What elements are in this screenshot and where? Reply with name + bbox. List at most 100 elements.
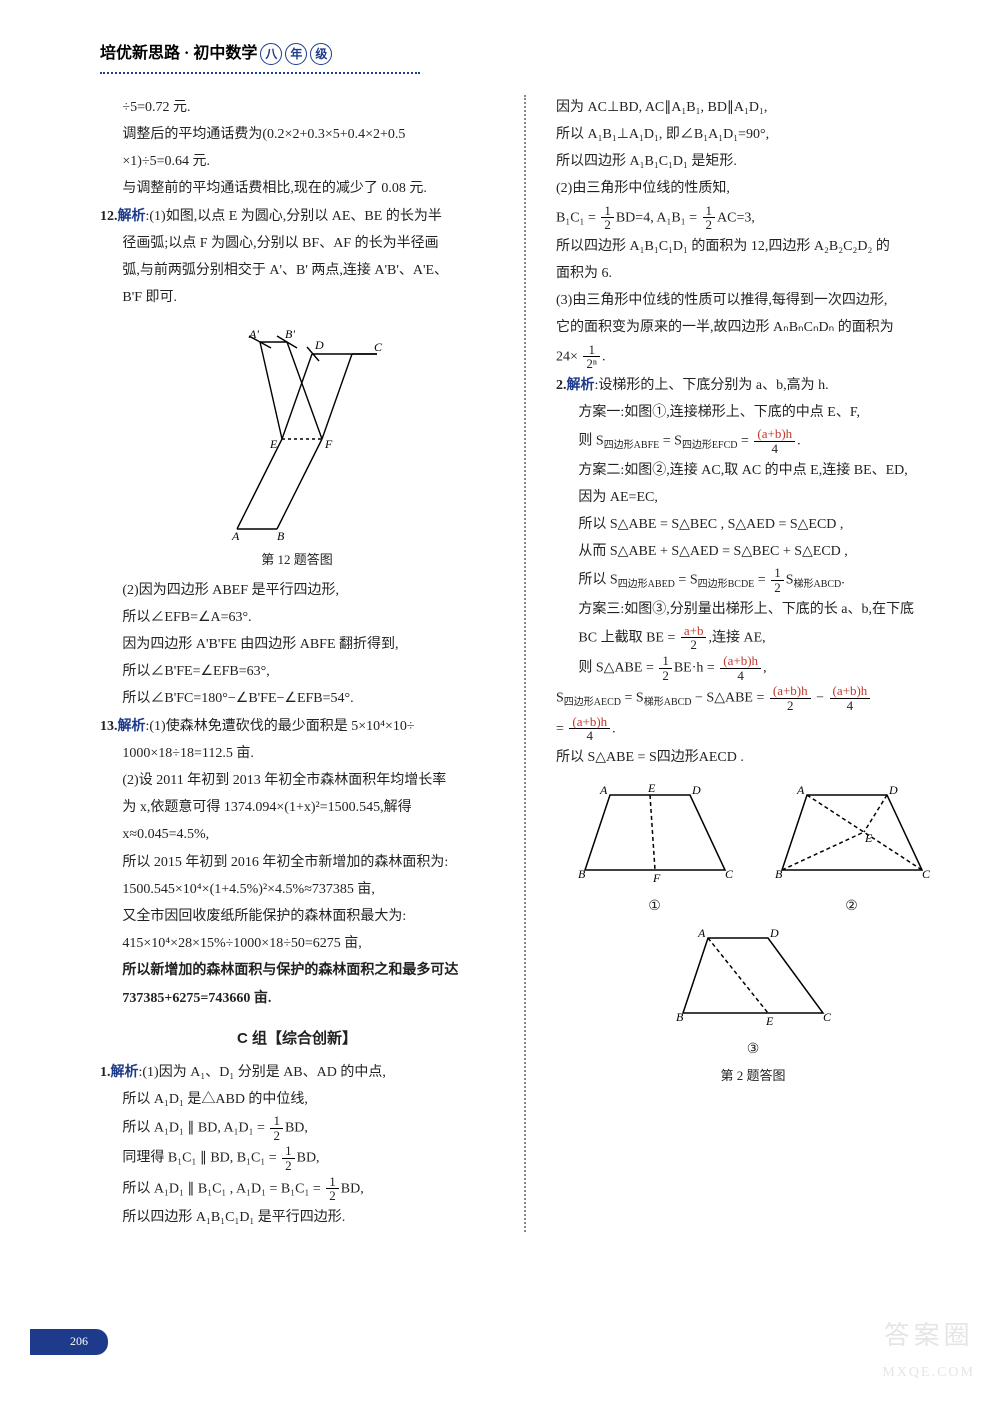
content-columns: ÷5=0.72 元. 调整后的平均通话费为(0.2×2+0.3×5+0.4×2+… [0, 80, 1000, 1242]
svg-text:D: D [888, 783, 898, 797]
text-line: 所以四边形 A₁B₁C₁D₁ 的面积为 12,四边形 A₂B₂C₂D₂ 的 [556, 234, 950, 259]
svg-text:B': B' [285, 327, 295, 341]
text-line: S四边形AECD = S梯形ABCD − S△ABE = (a+b)h2 − (… [556, 684, 950, 712]
text-line: BC 上截取 BE = a+b2,连接 AE, [556, 624, 950, 652]
text-line: 它的面积变为原来的一半,故四边形 AₙBₙCₙDₙ 的面积为 [556, 315, 950, 340]
text: :(1)如图,以点 E 为圆心,分别以 AE、BE 的长为半 [146, 209, 442, 224]
text-line: 所以 A₁D₁ 是△ABD 的中位线, [100, 1087, 494, 1112]
circled-3: ③ [556, 1037, 950, 1062]
svg-text:A: A [231, 529, 240, 543]
text-line: 弧,与前两弧分别相交于 A'、B' 两点,连接 A'B'、A'E、 [100, 258, 494, 283]
qnum: 1. [100, 1065, 111, 1080]
svg-text:A: A [697, 926, 706, 940]
svg-text:C: C [823, 1010, 832, 1024]
watermark-en: MXQE.COM [882, 1360, 975, 1385]
text-line: 所以 S四边形ABED = S四边形BCDE = 12S梯形ABCD. [556, 566, 950, 594]
keyword-analysis: 解析 [111, 1065, 139, 1080]
text-line: 方案一:如图①,连接梯形上、下底的中点 E、F, [556, 400, 950, 425]
circled-1: ① [570, 894, 740, 919]
text-line: 则 S△ABE = 12BE·h = (a+b)h4, [556, 654, 950, 682]
svg-text:F: F [652, 871, 661, 885]
keyword-analysis: 解析 [118, 719, 146, 734]
grade-badge-1: 八 [260, 43, 282, 65]
svg-text:C: C [922, 867, 931, 881]
keyword-analysis: 解析 [118, 209, 146, 224]
text-line: 径画弧;以点 F 为圆心,分别以 BF、AF 的长为半径画 [100, 231, 494, 256]
svg-text:E: E [864, 831, 873, 845]
text-line: x≈0.045=4.5%, [100, 822, 494, 847]
text-line: 为 x,依题意可得 1374.094×(1+x)²=1500.545,解得 [100, 795, 494, 820]
figure-2-2: A D E B C [767, 780, 937, 890]
svg-text:A': A' [248, 327, 259, 341]
svg-text:E: E [647, 781, 656, 795]
text: :设梯形的上、下底分别为 a、b,高为 h. [595, 378, 829, 393]
text-line: 737385+6275=743660 亩. [100, 986, 494, 1011]
text-line: 24× 12ⁿ. [556, 343, 950, 371]
text-line: 因为 AE=EC, [556, 485, 950, 510]
page-number: 206 [30, 1329, 108, 1355]
text-line: ×1)÷5=0.64 元. [100, 149, 494, 174]
svg-text:A: A [599, 783, 608, 797]
figure-12: A B C D E F A' B' [207, 314, 387, 544]
text-line: 1000×18÷18=112.5 亩. [100, 741, 494, 766]
text-line: 所以新增加的森林面积与保护的森林面积之和最多可达 [100, 958, 494, 983]
text-line: 所以 S△ABE = S四边形AECD . [556, 745, 950, 770]
text-line: = (a+b)h4. [556, 715, 950, 743]
figure-2-row1: A E D B F C ① [556, 776, 950, 919]
grade-badge-2: 年 [285, 43, 307, 65]
text-line: B₁C₁ = 12BD=4, A₁B₁ = 12AC=3, [556, 204, 950, 232]
svg-text:E: E [765, 1014, 774, 1028]
text-line: 所以 A₁D₁ ∥ B₁C₁ , A₁D₁ = B₁C₁ = 12BD, [100, 1175, 494, 1203]
left-column: ÷5=0.72 元. 调整后的平均通话费为(0.2×2+0.3×5+0.4×2+… [100, 95, 494, 1232]
question-13: 13.解析:(1)使森林免遭砍伐的最少面积是 5×10⁴×10÷ [100, 714, 494, 739]
text-line: 所以 2015 年初到 2016 年初全市新增加的森林面积为: [100, 850, 494, 875]
figure-2-3: A D B E C [668, 923, 838, 1033]
svg-text:A: A [796, 783, 805, 797]
figure-2-row2: A D B E C ③ [556, 923, 950, 1062]
question-2: 2.解析:设梯形的上、下底分别为 a、b,高为 h. [556, 373, 950, 398]
watermark-cn: 答案圈 [882, 1313, 975, 1360]
svg-text:D: D [769, 926, 779, 940]
text-line: 因为 AC⊥BD, AC∥A₁B₁, BD∥A₁D₁, [556, 95, 950, 120]
grade-badge-3: 级 [310, 43, 332, 65]
text-line: 所以四边形 A₁B₁C₁D₁ 是矩形. [556, 149, 950, 174]
svg-text:C: C [725, 867, 734, 881]
watermark: 答案圈 MXQE.COM [882, 1313, 975, 1385]
text-line: 所以 A₁B₁⊥A₁D₁, 即∠B₁A₁D₁=90°, [556, 122, 950, 147]
text-line: 所以∠B'FE=∠EFB=63°, [100, 659, 494, 684]
text-line: (2)由三角形中位线的性质知, [556, 176, 950, 201]
svg-text:E: E [269, 437, 278, 451]
column-divider [524, 95, 526, 1232]
svg-text:B: B [578, 867, 586, 881]
header-rule [100, 72, 420, 74]
text-line: 方案三:如图③,分别量出梯形上、下底的长 a、b,在下底 [556, 597, 950, 622]
text-line: 方案二:如图②,连接 AC,取 AC 的中点 E,连接 BE、ED, [556, 458, 950, 483]
text-line: (2)因为四边形 ABEF 是平行四边形, [100, 578, 494, 603]
text-line: 调整后的平均通话费为(0.2×2+0.3×5+0.4×2+0.5 [100, 122, 494, 147]
figure-2-caption: 第 2 题答图 [556, 1064, 950, 1087]
svg-text:D: D [314, 338, 324, 352]
text-line: 同理得 B₁C₁ ∥ BD, B₁C₁ = 12BD, [100, 1144, 494, 1172]
text-line: 所以∠B'FC=180°−∠B'FE−∠EFB=54°. [100, 686, 494, 711]
text-line: 415×10⁴×28×15%÷1000×18÷50=6275 亩, [100, 931, 494, 956]
text-line: 所以 S△ABE = S△BEC , S△AED = S△ECD , [556, 512, 950, 537]
question-12: 12.解析:(1)如图,以点 E 为圆心,分别以 AE、BE 的长为半 [100, 204, 494, 229]
svg-text:B: B [277, 529, 285, 543]
keyword-analysis: 解析 [567, 378, 595, 393]
text-line: ÷5=0.72 元. [100, 95, 494, 120]
section-c-heading: C 组【综合创新】 [100, 1025, 494, 1052]
text-line: 所以 A₁D₁ ∥ BD, A₁D₁ = 12BD, [100, 1114, 494, 1142]
text-line: 与调整前的平均通话费相比,现在的减少了 0.08 元. [100, 176, 494, 201]
right-column: 因为 AC⊥BD, AC∥A₁B₁, BD∥A₁D₁, 所以 A₁B₁⊥A₁D₁… [556, 95, 950, 1232]
page-header: 培优新思路 · 初中数学 八 年 级 [0, 0, 1000, 80]
book-title: 培优新思路 · 初中数学 [100, 40, 257, 69]
qnum: 13. [100, 719, 118, 734]
text-line: B'F 即可. [100, 285, 494, 310]
text-line: 所以∠EFB=∠A=63°. [100, 605, 494, 630]
svg-text:C: C [374, 340, 383, 354]
text-line: 则 S四边形ABFE = S四边形EFCD = (a+b)h4. [556, 427, 950, 455]
svg-text:B: B [676, 1010, 684, 1024]
qnum: 2. [556, 378, 567, 393]
text-line: (2)设 2011 年初到 2013 年初全市森林面积年均增长率 [100, 768, 494, 793]
text-line: (3)由三角形中位线的性质可以推得,每得到一次四边形, [556, 288, 950, 313]
